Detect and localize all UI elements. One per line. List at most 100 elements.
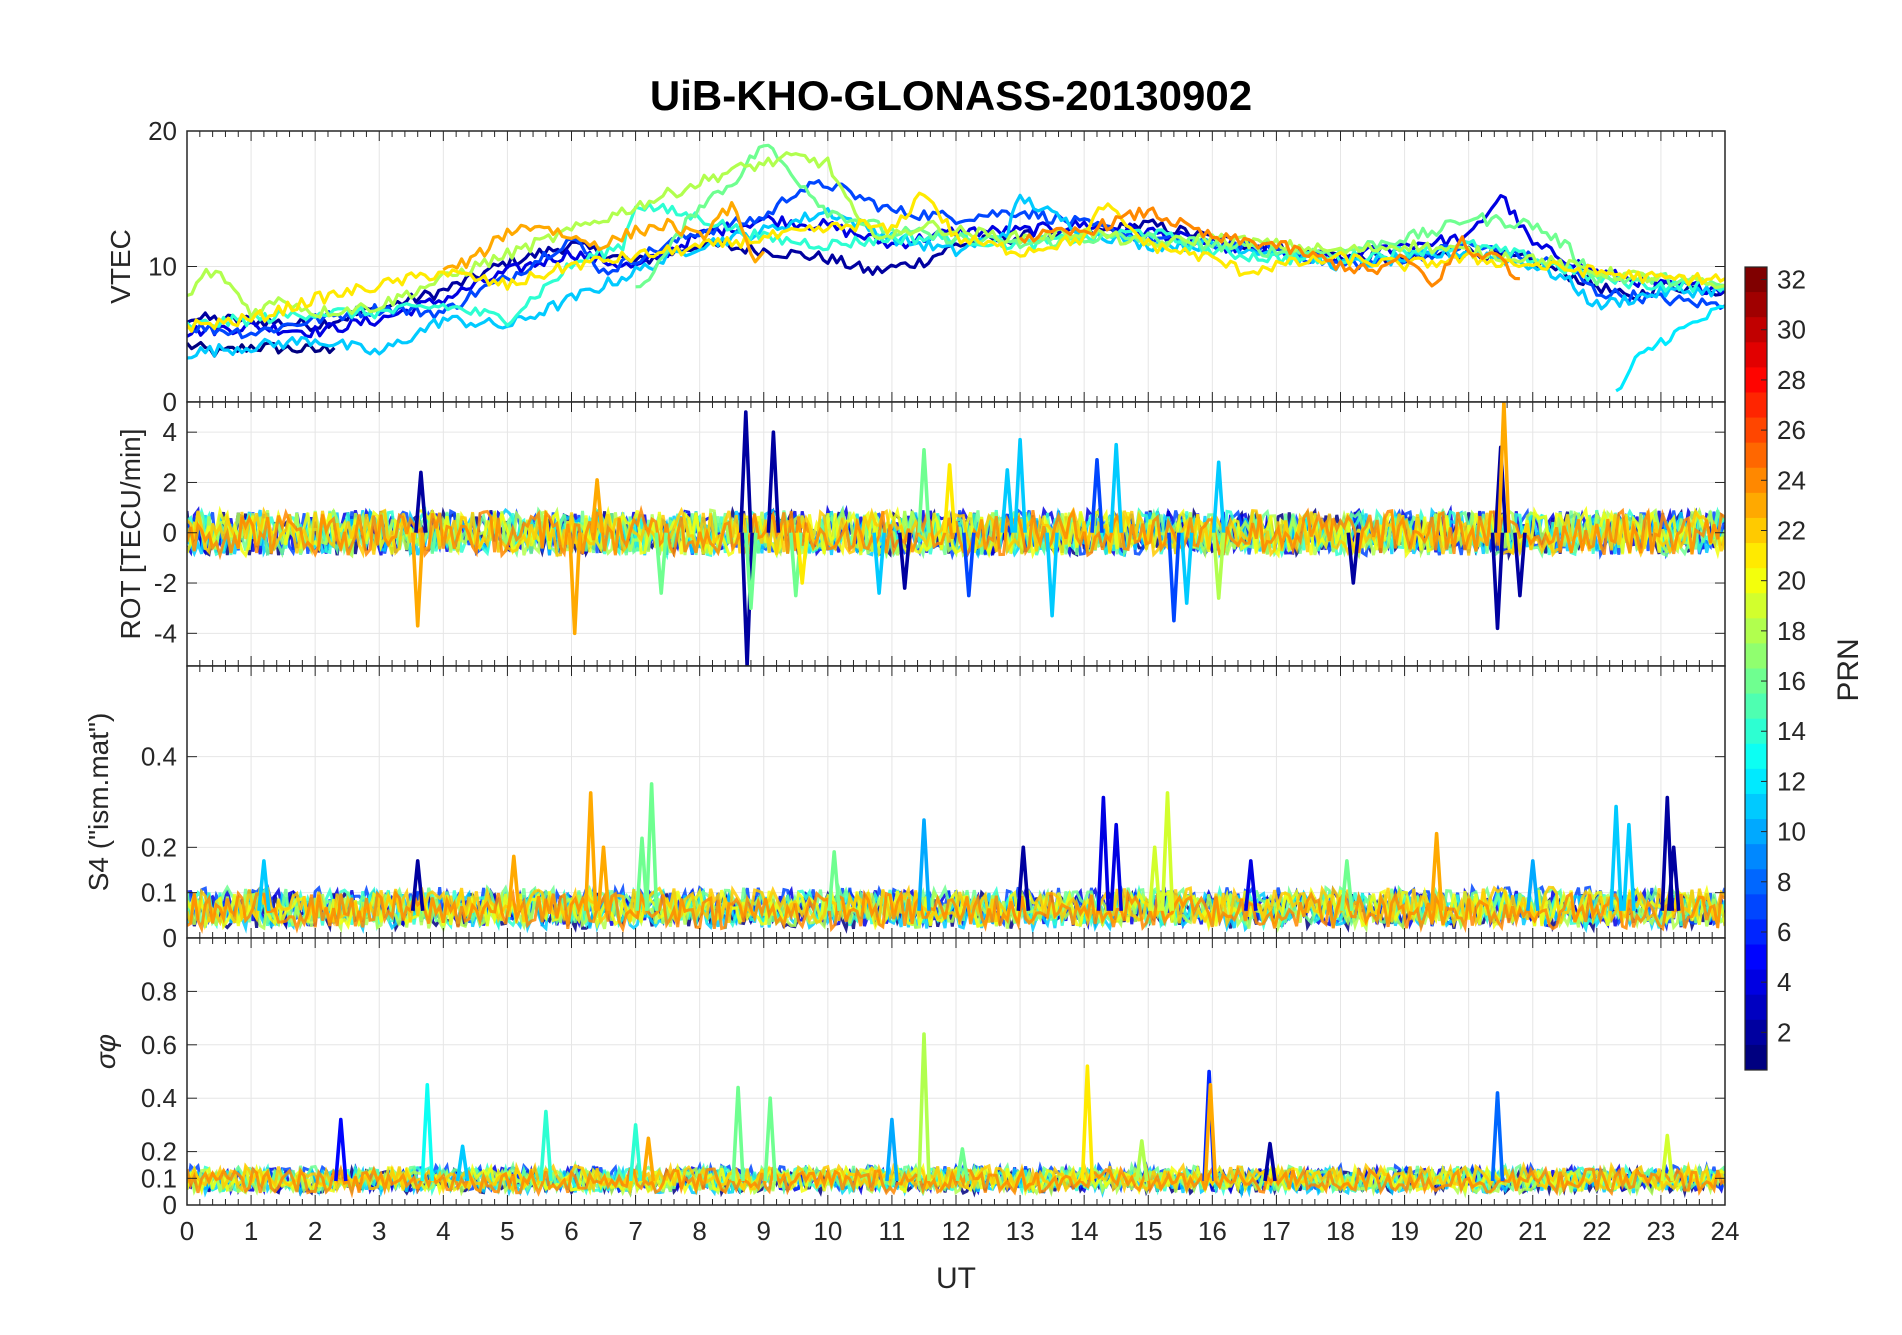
colorbar-tick-label: 20 <box>1777 566 1806 596</box>
panel-s4-spike <box>596 845 611 911</box>
colorbar-segment <box>1745 919 1767 946</box>
colorbar-segment <box>1745 1019 1767 1046</box>
panel-s4-spike <box>917 818 931 911</box>
colorbar-segment <box>1745 267 1767 293</box>
panel-sigma-ytick-label: 0 <box>163 1190 177 1220</box>
panel-sigma-spike <box>628 1123 643 1182</box>
vtec-series-prn-23 <box>442 201 766 272</box>
colorbar-tick-label: 30 <box>1777 315 1806 345</box>
x-tick-label: 24 <box>1711 1216 1740 1246</box>
colorbar-segment <box>1745 568 1767 594</box>
vtec-series-prn-12 <box>1615 304 1725 393</box>
x-tick-label: 9 <box>757 1216 771 1246</box>
colorbar-tick-label: 16 <box>1777 666 1806 696</box>
x-tick-label: 18 <box>1326 1216 1355 1246</box>
panel-s4-spike <box>1244 859 1258 911</box>
panel-rot-spike <box>1167 532 1181 623</box>
panel-rot-spike <box>1346 532 1361 585</box>
panel-rot-spike <box>1497 402 1511 533</box>
colorbar-segment <box>1745 643 1767 669</box>
panel-s4-ytick-label: 0.1 <box>141 878 177 908</box>
panel-s4-trace-prn-22 <box>187 884 1725 929</box>
panel-sigma-spike <box>731 1085 745 1182</box>
colorbar-tick-label: 24 <box>1777 465 1806 495</box>
panel-sigma-spike <box>334 1117 348 1182</box>
panel-rot-ytick-label: 2 <box>163 467 177 497</box>
x-tick-label: 7 <box>628 1216 642 1246</box>
panel-sigma-spike <box>420 1083 435 1182</box>
panel-rot-spike <box>654 532 668 595</box>
x-tick-label: 1 <box>244 1216 258 1246</box>
panel-sigma-ytick-label: 0.2 <box>141 1137 177 1167</box>
x-tick-label: 20 <box>1454 1216 1483 1246</box>
colorbar-tick-label: 18 <box>1777 616 1806 646</box>
panel-rot-spike <box>942 463 957 533</box>
x-tick-label: 14 <box>1070 1216 1099 1246</box>
colorbar-segment <box>1745 367 1767 393</box>
panel-s4-spike <box>827 850 841 911</box>
colorbar-segment <box>1745 467 1767 494</box>
panel-rot-spike <box>872 532 886 595</box>
panel-s4-spike <box>1147 845 1162 911</box>
panel-rot-spike <box>917 448 931 533</box>
panel-vtec-ylabel: VTEC <box>105 229 136 304</box>
x-axis-label: UT <box>936 1262 976 1295</box>
x-tick-label: 22 <box>1582 1216 1611 1246</box>
panel-sigma-spike <box>455 1144 470 1182</box>
colorbar-segment <box>1745 994 1767 1021</box>
panel-s4-ylabel: S4 ("ism.mat") <box>83 713 114 892</box>
panel-rot-ytick-label: 4 <box>163 417 177 447</box>
panel-s4-spike <box>1429 831 1444 911</box>
panel-rot-spike <box>1211 532 1226 600</box>
colorbar-segment <box>1745 342 1767 368</box>
colorbar-segment <box>1745 793 1767 820</box>
panel-vtec-ytick-label: 10 <box>148 252 177 282</box>
x-tick-label: 19 <box>1390 1216 1419 1246</box>
panel-sigma-spike <box>641 1136 656 1182</box>
colorbar-tick-label: 32 <box>1777 265 1806 295</box>
panel-rot-spike <box>744 532 758 610</box>
colorbar-segment <box>1745 492 1767 519</box>
panel-rot-spike <box>962 532 976 598</box>
panel-s4-ytick-label: 0.4 <box>141 742 177 772</box>
panel-s4-spike <box>1666 845 1681 911</box>
panel-s4-spike <box>583 791 598 911</box>
panel-sigma-ytick-label: 0.8 <box>141 976 177 1006</box>
vtec-series-prn-24 <box>1018 206 1520 288</box>
x-tick-label: 2 <box>308 1216 322 1246</box>
colorbar-segment <box>1745 894 1767 920</box>
panel-sigma-spike <box>1490 1091 1505 1182</box>
colorbar-tick-label: 2 <box>1777 1017 1791 1047</box>
colorbar-segment <box>1745 292 1767 318</box>
colorbar-label: PRN <box>1832 638 1865 701</box>
panel-s4-spike <box>410 859 425 911</box>
panel-s4-spike <box>644 782 659 911</box>
colorbar-segment <box>1745 944 1767 971</box>
panel-s4-spike <box>1016 845 1031 911</box>
colorbar-segment <box>1745 718 1767 745</box>
panel-s4-spike <box>1096 795 1111 911</box>
panel-rot-ytick-label: -4 <box>154 618 177 648</box>
panel-s4-spike <box>1160 791 1175 911</box>
colorbar-segment <box>1745 844 1767 870</box>
panel-rot-ytick-label: -2 <box>154 568 177 598</box>
panel-sigma-spike <box>1203 1083 1218 1182</box>
colorbar-segment <box>1745 317 1767 343</box>
panel-s4-ytick-label: 0 <box>163 923 177 953</box>
panel-rot-spike <box>1045 532 1059 618</box>
colorbar-tick-label: 8 <box>1777 867 1791 897</box>
panel-rot-spike <box>1000 468 1015 533</box>
x-tick-label: 6 <box>564 1216 578 1246</box>
panel-sigma-spike <box>955 1147 970 1182</box>
panel-vtec-ytick-label: 0 <box>163 387 177 417</box>
panel-s4-spike <box>1109 822 1123 911</box>
panel-s4-spike <box>507 854 521 911</box>
panel-sigma-ytick-label: 0.4 <box>141 1083 177 1113</box>
panel-rot-spike <box>739 410 753 533</box>
panel-rot-spike <box>567 532 582 636</box>
panel-s4-spike <box>1526 859 1540 911</box>
x-tick-label: 21 <box>1518 1216 1547 1246</box>
panel-s4-ytick-label: 0.2 <box>141 832 177 862</box>
colorbar-tick-label: 28 <box>1777 365 1806 395</box>
x-tick-label: 0 <box>180 1216 194 1246</box>
